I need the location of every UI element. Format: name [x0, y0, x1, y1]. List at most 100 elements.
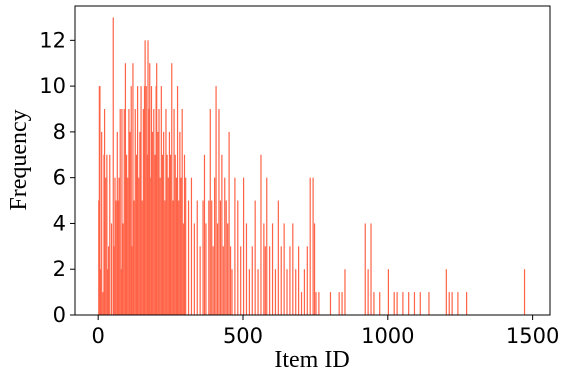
histogram-bar — [221, 154, 223, 315]
histogram-bar — [280, 246, 282, 315]
histogram-bar — [106, 269, 109, 315]
histogram-bar — [300, 292, 303, 315]
histogram-bar — [202, 200, 204, 315]
histogram-bar — [329, 292, 332, 315]
histogram-bar — [215, 86, 217, 315]
histogram-bar — [117, 200, 119, 315]
y-tick-label: 2 — [53, 257, 66, 281]
histogram-bar — [183, 154, 186, 315]
histogram-bar — [128, 109, 130, 315]
histogram-bar — [413, 292, 416, 315]
histogram-bar — [115, 200, 117, 315]
histogram-bar — [199, 246, 201, 315]
histogram-bar — [121, 109, 123, 315]
histogram-bar — [212, 246, 214, 315]
histogram-bar — [172, 200, 174, 315]
histogram-bar — [158, 109, 160, 315]
histogram-bar — [313, 223, 316, 315]
histogram-bar — [227, 223, 229, 315]
histogram-bar — [364, 223, 366, 315]
histogram-bar — [110, 223, 113, 315]
histogram-bar — [147, 40, 149, 315]
histogram-bar — [112, 17, 114, 315]
histogram-bar — [159, 177, 161, 315]
histogram-bar — [312, 177, 314, 315]
histogram-bar — [251, 246, 253, 315]
histogram-bar — [269, 246, 271, 315]
histogram-bar — [234, 177, 236, 315]
histogram-bar — [144, 40, 146, 315]
histogram-bar — [181, 109, 183, 315]
histogram-bar — [523, 269, 526, 315]
histogram-bar — [448, 292, 450, 315]
histogram-bar — [208, 200, 210, 315]
axis-ticks: 0 500 1000 1500 0 2 4 6 8 10 12 — [39, 28, 559, 348]
histogram-bar — [109, 154, 111, 315]
histogram-bar — [225, 200, 227, 315]
histogram-bar — [165, 109, 167, 315]
histogram-bar — [173, 109, 175, 315]
histogram-bar — [292, 223, 294, 315]
histogram-bar — [139, 131, 141, 315]
histogram-bar — [152, 131, 154, 315]
histogram-bar — [306, 246, 308, 315]
histogram-bar — [222, 246, 224, 315]
histogram-bar — [445, 269, 447, 315]
histogram-bar — [295, 269, 297, 315]
histogram-bar — [175, 177, 177, 315]
histogram-bar — [176, 86, 179, 315]
histogram-bar — [205, 223, 207, 315]
histogram-bar — [160, 86, 162, 315]
y-tick-label: 12 — [39, 28, 66, 52]
histogram-bar — [130, 86, 132, 315]
plot-frame — [74, 5, 551, 316]
histogram-bar — [274, 269, 277, 315]
histogram-bar — [182, 223, 184, 315]
histogram-bar — [174, 154, 176, 315]
histogram-bar — [103, 109, 106, 315]
histogram-bar — [367, 269, 369, 315]
histogram-bar — [119, 109, 121, 315]
histogram-bar — [396, 292, 398, 315]
histogram-bar — [283, 223, 285, 315]
histogram-bar — [131, 246, 133, 315]
histogram-bar — [168, 131, 171, 315]
histogram-bar — [113, 246, 115, 315]
histogram-bar — [193, 223, 195, 315]
histogram-bar — [219, 200, 222, 315]
histogram-bar — [309, 177, 311, 315]
histogram-bar — [124, 63, 127, 315]
histogram-bar — [196, 200, 198, 315]
x-tick-label: 500 — [223, 324, 263, 348]
histogram-bar — [114, 177, 116, 315]
histogram-bar — [185, 177, 187, 315]
histogram-bar — [132, 63, 134, 315]
histogram-bar — [402, 292, 404, 315]
histogram-bar — [229, 246, 232, 315]
histogram-bar — [123, 109, 125, 315]
histogram-bar — [264, 246, 266, 315]
histogram-bar — [286, 269, 288, 315]
histogram-bar — [209, 109, 211, 315]
y-tick-label: 0 — [53, 303, 66, 327]
histogram-bar — [242, 177, 245, 315]
y-tick-label: 4 — [53, 211, 66, 235]
histogram-bar — [315, 292, 317, 315]
histogram-bar — [187, 200, 190, 315]
histogram-bar — [254, 200, 256, 315]
histogram-bar — [387, 269, 390, 315]
histogram-bar — [190, 177, 193, 315]
histogram-bar — [157, 131, 159, 315]
histogram-bar — [457, 292, 459, 315]
histogram-bar — [122, 223, 124, 315]
histogram-bar — [108, 246, 110, 315]
histogram-bar — [203, 154, 206, 315]
histogram-bar — [245, 223, 248, 315]
histogram-bar — [298, 246, 300, 315]
histogram-bar — [289, 246, 291, 315]
histogram-bar — [228, 131, 230, 315]
histogram-bar — [133, 200, 135, 315]
histogram-bar — [153, 109, 155, 315]
histogram-bar — [127, 177, 129, 315]
histogram-bar — [141, 200, 143, 315]
